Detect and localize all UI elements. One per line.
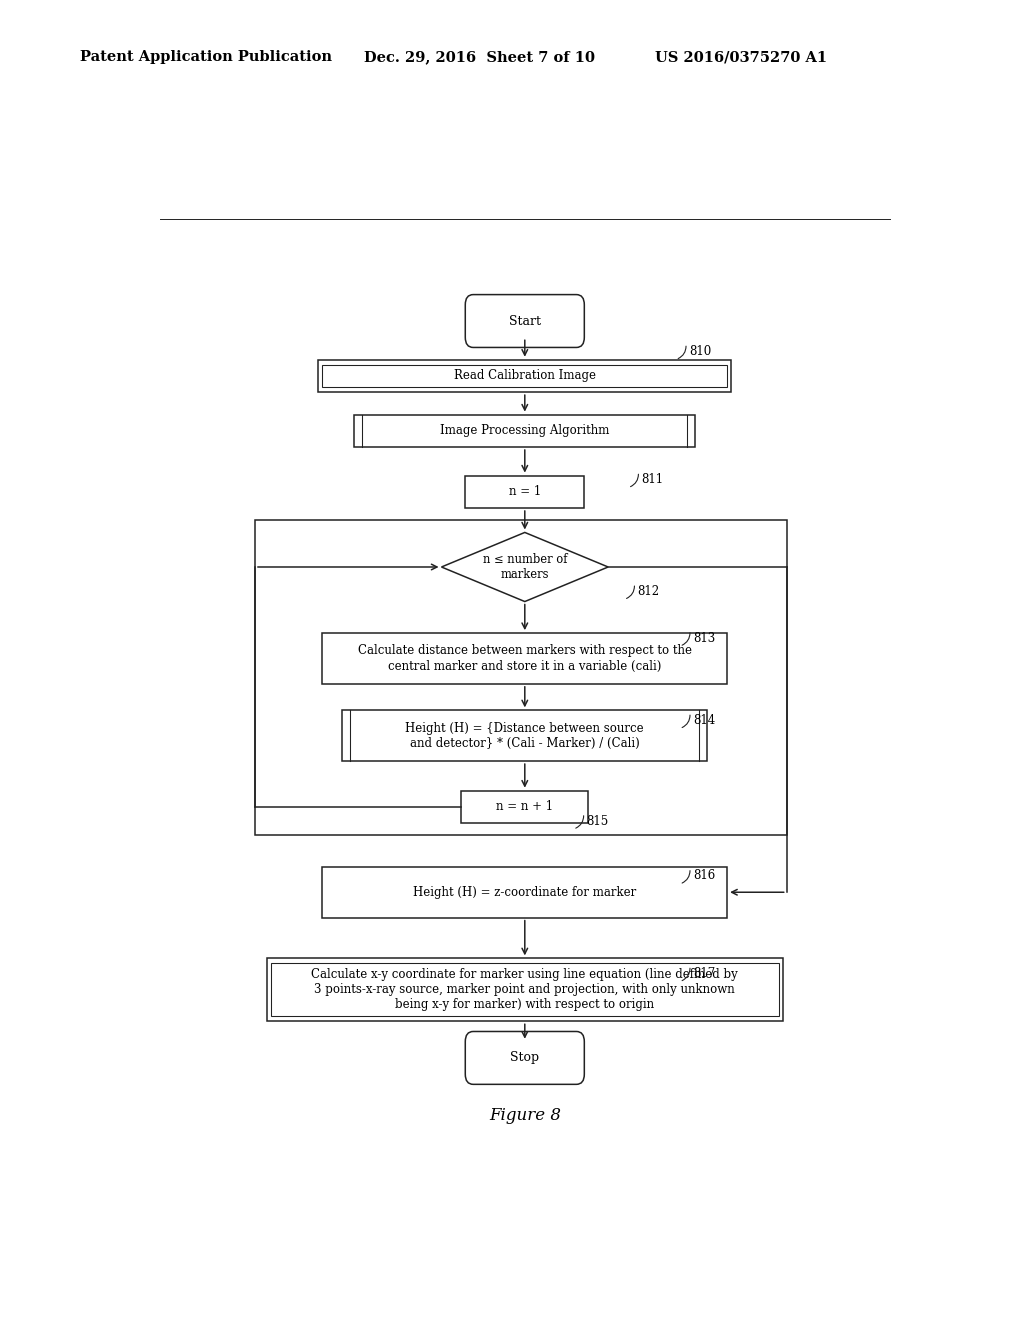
Text: 813: 813: [693, 632, 716, 644]
Text: 811: 811: [641, 473, 664, 486]
Bar: [323, 364, 727, 387]
Bar: [342, 710, 708, 762]
Bar: [465, 475, 585, 508]
Text: n = n + 1: n = n + 1: [497, 800, 553, 813]
Bar: [255, 520, 786, 836]
Text: Image Processing Algorithm: Image Processing Algorithm: [440, 424, 609, 437]
Polygon shape: [441, 532, 608, 602]
Bar: [461, 791, 588, 824]
FancyBboxPatch shape: [465, 294, 585, 347]
Text: Dec. 29, 2016  Sheet 7 of 10: Dec. 29, 2016 Sheet 7 of 10: [364, 50, 595, 65]
Bar: [267, 958, 782, 1022]
Bar: [270, 964, 779, 1016]
Text: 816: 816: [693, 870, 716, 883]
Text: 814: 814: [693, 714, 716, 727]
Text: Calculate distance between markers with respect to the
central marker and store : Calculate distance between markers with …: [357, 644, 692, 672]
Text: Stop: Stop: [510, 1052, 540, 1064]
Text: US 2016/0375270 A1: US 2016/0375270 A1: [655, 50, 827, 65]
Text: 817: 817: [693, 968, 716, 979]
Text: Height (H) = z-coordinate for marker: Height (H) = z-coordinate for marker: [413, 886, 637, 899]
FancyBboxPatch shape: [465, 1031, 585, 1084]
Bar: [354, 414, 695, 447]
Text: 815: 815: [587, 814, 609, 828]
Text: Figure 8: Figure 8: [488, 1107, 561, 1125]
Bar: [323, 634, 727, 684]
Bar: [318, 359, 731, 392]
Text: Calculate x-y coordinate for marker using line equation (line defined by
3 point: Calculate x-y coordinate for marker usin…: [311, 969, 738, 1011]
Text: 810: 810: [689, 345, 712, 358]
Text: n = 1: n = 1: [509, 486, 541, 498]
Text: Patent Application Publication: Patent Application Publication: [80, 50, 332, 65]
Text: Read Calibration Image: Read Calibration Image: [454, 370, 596, 383]
Text: 812: 812: [638, 585, 659, 598]
Text: Height (H) = {Distance between source
and detector} * (Cali - Marker) / (Cali): Height (H) = {Distance between source an…: [406, 722, 644, 750]
Bar: [323, 867, 727, 917]
Text: Start: Start: [509, 314, 541, 327]
Text: n ≤ number of
markers: n ≤ number of markers: [482, 553, 567, 581]
